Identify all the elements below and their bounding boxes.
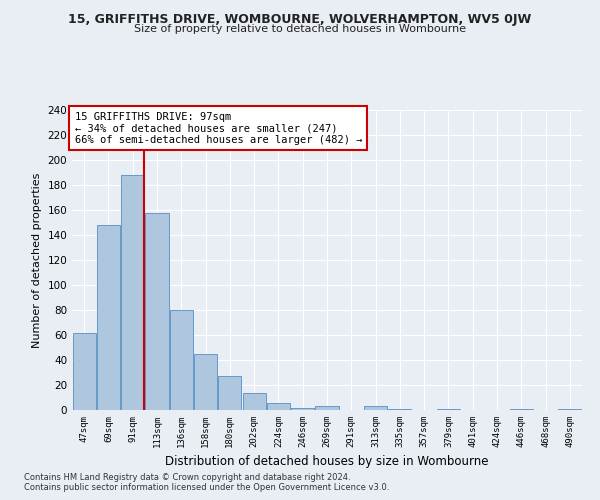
Bar <box>267 402 290 410</box>
Bar <box>194 354 217 410</box>
Bar <box>73 332 95 410</box>
Text: Contains public sector information licensed under the Open Government Licence v3: Contains public sector information licen… <box>24 484 389 492</box>
Bar <box>145 212 169 410</box>
Bar <box>218 376 241 410</box>
Bar <box>364 406 387 410</box>
Bar <box>170 310 193 410</box>
Bar <box>291 408 314 410</box>
Text: Size of property relative to detached houses in Wombourne: Size of property relative to detached ho… <box>134 24 466 34</box>
Text: Contains HM Land Registry data © Crown copyright and database right 2024.: Contains HM Land Registry data © Crown c… <box>24 474 350 482</box>
Bar <box>97 225 120 410</box>
Bar <box>510 409 533 410</box>
Bar <box>242 392 266 410</box>
Text: 15 GRIFFITHS DRIVE: 97sqm
← 34% of detached houses are smaller (247)
66% of semi: 15 GRIFFITHS DRIVE: 97sqm ← 34% of detac… <box>74 112 362 144</box>
Bar <box>388 409 412 410</box>
Bar <box>121 175 144 410</box>
Y-axis label: Number of detached properties: Number of detached properties <box>32 172 42 348</box>
Text: 15, GRIFFITHS DRIVE, WOMBOURNE, WOLVERHAMPTON, WV5 0JW: 15, GRIFFITHS DRIVE, WOMBOURNE, WOLVERHA… <box>68 12 532 26</box>
Bar <box>437 409 460 410</box>
Bar <box>559 409 581 410</box>
Bar <box>316 406 338 410</box>
X-axis label: Distribution of detached houses by size in Wombourne: Distribution of detached houses by size … <box>165 456 489 468</box>
